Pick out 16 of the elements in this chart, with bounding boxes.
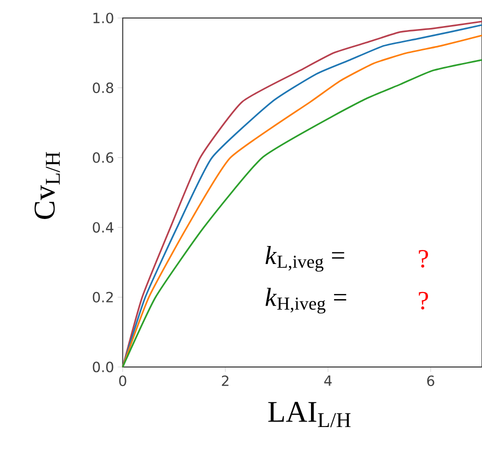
x-tick-label: 6 xyxy=(427,376,434,386)
annotation: k$_{L,iveg}$ = xyxy=(266,246,344,272)
annotation: k$_{H,iveg}$ = xyxy=(266,288,346,314)
y-axis-title: Cv$_{L/H}$ xyxy=(34,152,60,219)
x-tick-label: 2 xyxy=(222,376,228,386)
annotation: ? xyxy=(418,250,428,268)
y-tick-label: 0.6 xyxy=(92,152,114,163)
x-tick-label: 4 xyxy=(324,376,332,386)
y-tick-label: 0.0 xyxy=(92,362,114,372)
y-tick-label: 1.0 xyxy=(93,12,114,24)
y-tick-label: 0.8 xyxy=(92,82,114,94)
y-tick-label: 0.2 xyxy=(92,292,113,302)
annotation: ? xyxy=(418,292,428,310)
y-tick-label: 0.4 xyxy=(92,222,114,233)
x-axis-title: LAI$_{L/H}$ xyxy=(268,402,351,428)
x-tick-label: 0 xyxy=(119,376,126,386)
